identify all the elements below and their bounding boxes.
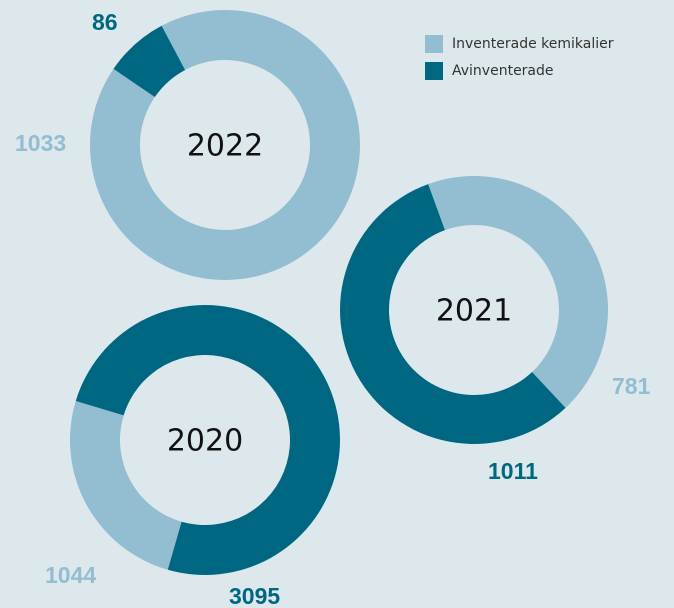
donut-segment [428,176,608,408]
value-label: 1011 [488,458,538,484]
donut-segment [75,305,340,575]
donut-title: 2020 [167,424,243,459]
value-label: 781 [612,373,651,399]
value-label: 1044 [45,562,96,588]
value-label: 3095 [229,583,280,608]
value-label: 86 [92,9,118,35]
donut-title: 2022 [187,129,263,164]
legend-swatch [425,35,443,53]
legend-swatch [425,62,443,80]
donut-title: 2021 [436,294,512,329]
donut-segment [89,9,361,280]
legend-label: Avinventerade [452,63,554,79]
donut-segment [113,25,186,98]
legend-label: Inventerade kemikalier [452,36,614,52]
donut-segment [70,400,182,570]
value-label: 1033 [15,130,66,156]
donut-segment [340,184,566,445]
